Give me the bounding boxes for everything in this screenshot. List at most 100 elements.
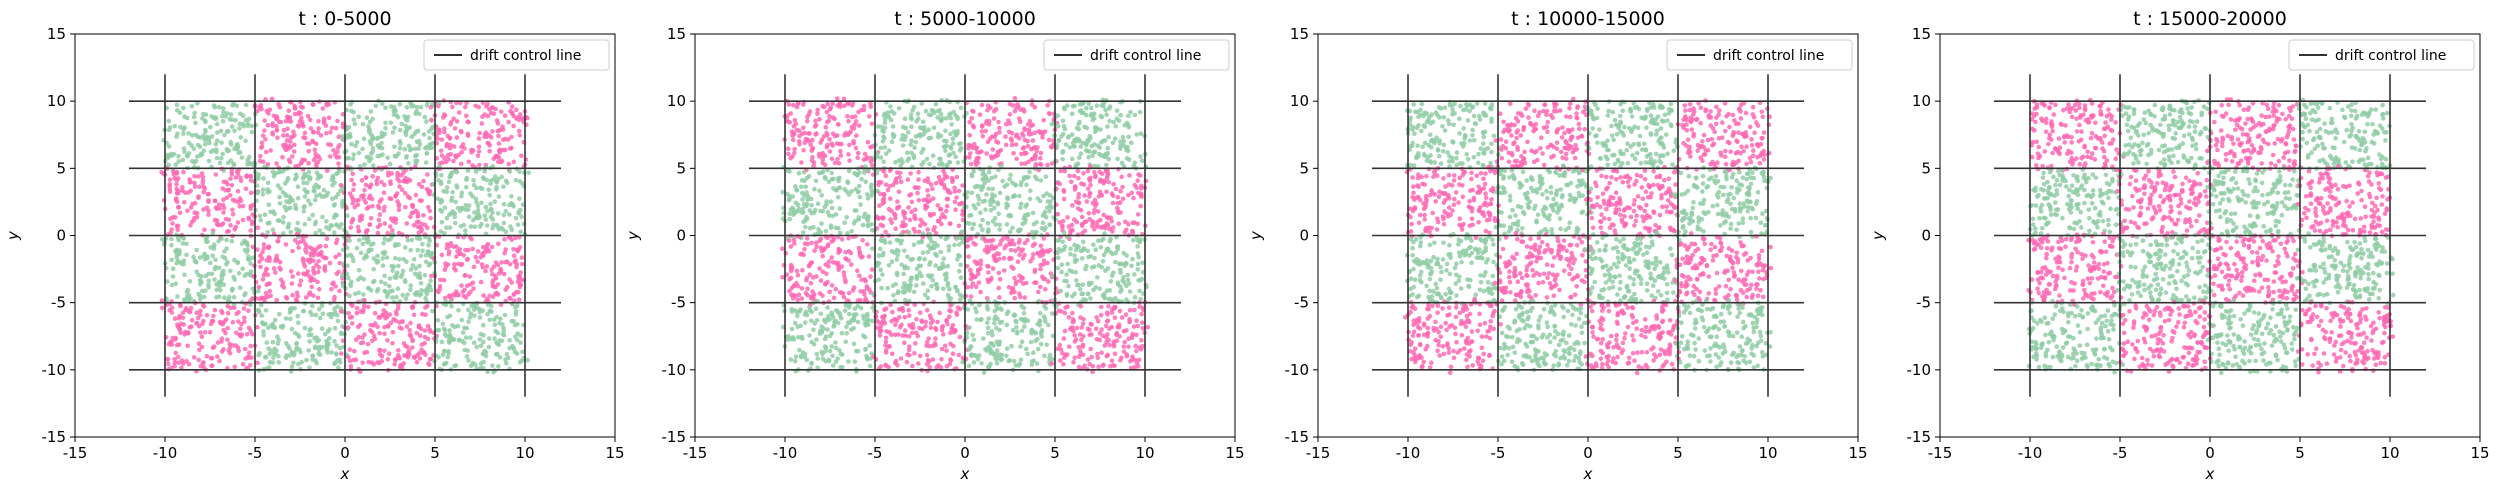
scatter-point-green [444,225,449,230]
scatter-point-green [833,345,839,351]
scatter-point-green [943,148,948,154]
scatter-point-green [330,312,336,317]
scatter-point-pink [304,271,310,277]
scatter-point-green [842,308,848,314]
scatter-point-pink [498,302,504,308]
scatter-point-pink [351,182,357,187]
scatter-point-pink [495,128,501,134]
scatter-point-green [314,335,320,340]
scatter-point-green [296,320,301,326]
scatter-point-pink [184,306,189,311]
scatter-point-pink [1036,289,1041,295]
scatter-point-green [450,323,455,328]
scatter-point-pink [470,163,475,168]
scatter-point-pink [1067,173,1072,179]
scatter-point-pink [792,150,797,156]
scatter-point-pink [832,160,838,166]
scatter-point-pink [939,357,944,362]
scatter-point-pink [246,350,252,356]
scatter-point-green [310,303,315,309]
scatter-point-pink [385,231,391,236]
scatter-point-pink [275,135,280,140]
scatter-point-pink [428,215,433,221]
scatter-point-pink [1094,223,1099,228]
scatter-point-green [425,288,431,293]
scatter-point-green [349,108,354,114]
scatter-point-green [232,128,237,134]
scatter-point-pink [784,272,790,278]
scatter-point-green [179,261,184,266]
scatter-point-green [408,287,413,293]
scatter-point-green [423,160,429,165]
scatter-point-green [1041,193,1046,199]
scatter-point-pink [339,183,344,188]
scatter-point-green [1096,263,1102,268]
scatter-point-green [411,257,417,262]
scatter-point-green [804,201,810,207]
scatter-point-green [481,322,486,328]
scatter-point-green [1077,287,1083,292]
scatter-point-green [405,292,410,297]
scatter-point-pink [1031,145,1036,151]
scatter-point-green [231,101,236,107]
scatter-point-green [1076,121,1081,127]
scatter-point-pink [795,297,800,303]
scatter-point-pink [368,322,374,328]
scatter-point-pink [425,323,431,329]
scatter-point-pink [388,181,393,187]
scatter-point-green [286,221,292,227]
scatter-point-green [926,112,932,118]
scatter-point-green [1129,140,1134,146]
scatter-point-green [923,108,929,114]
scatter-point-green [1032,174,1038,179]
scatter-point-green [194,269,199,275]
scatter-point-pink [311,265,316,271]
scatter-point-pink [416,181,422,187]
scatter-point-pink [1118,189,1123,194]
scatter-point-green [813,178,819,184]
scatter-point-pink [794,104,800,110]
scatter-point-green [507,338,512,343]
scatter-point-pink [359,178,365,183]
scatter-point-pink [945,196,951,202]
scatter-point-green [395,286,401,292]
scatter-point-pink [368,215,374,221]
scatter-point-pink [173,337,178,342]
scatter-point-green [292,177,298,182]
scatter-point-green [165,279,170,284]
scatter-point-pink [1002,245,1007,251]
scatter-point-pink [462,104,468,110]
scatter-point-green [945,292,951,298]
scatter-point-green [1070,294,1075,299]
scatter-point-pink [437,284,443,289]
scatter-point-pink [950,351,956,357]
scatter-point-pink [881,191,887,197]
scatter-point-green [980,172,986,177]
scatter-point-green [284,199,289,204]
scatter-point-pink [296,245,301,250]
scatter-point-green [237,121,243,127]
scatter-point-green [221,110,226,115]
y-tick-label: 5 [56,159,66,177]
scatter-point-green [833,359,839,365]
scatter-point-green [295,332,301,338]
scatter-point-pink [180,184,185,190]
scatter-point-pink [806,112,812,117]
scatter-point-pink [815,111,820,117]
scatter-point-green [482,213,488,218]
scatter-point-pink [970,123,976,128]
scatter-point-green [933,282,938,287]
scatter-point-pink [980,133,986,139]
scatter-point-green [805,193,811,199]
scatter-point-pink [820,253,825,259]
scatter-point-pink [862,277,868,282]
scatter-point-green [366,249,371,254]
scatter-point-pink [209,363,214,369]
scatter-point-pink [442,267,448,273]
scatter-point-pink [358,309,363,314]
scatter-point-pink [369,338,375,344]
scatter-point-pink [928,182,934,187]
scatter-point-pink [408,214,413,220]
scatter-point-pink [346,311,352,316]
scatter-point-green [931,108,936,113]
